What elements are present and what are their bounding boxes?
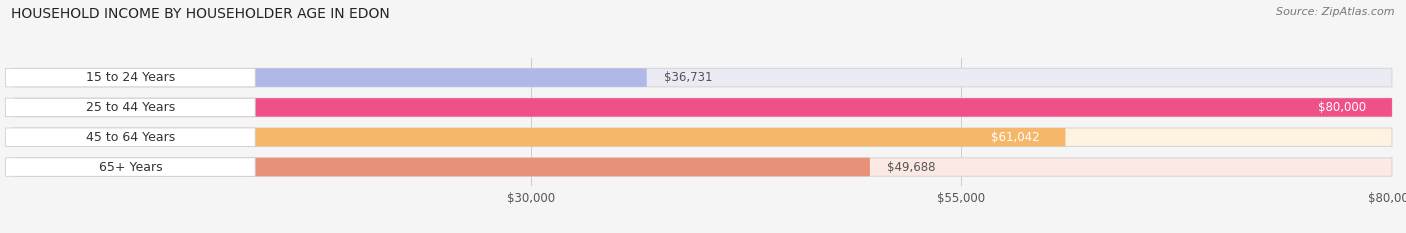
FancyBboxPatch shape (14, 128, 1392, 147)
Text: HOUSEHOLD INCOME BY HOUSEHOLDER AGE IN EDON: HOUSEHOLD INCOME BY HOUSEHOLDER AGE IN E… (11, 7, 389, 21)
Text: $80,000: $80,000 (1317, 101, 1367, 114)
Text: $36,731: $36,731 (664, 71, 713, 84)
FancyBboxPatch shape (6, 128, 256, 147)
Text: 15 to 24 Years: 15 to 24 Years (86, 71, 174, 84)
FancyBboxPatch shape (14, 68, 1392, 87)
Text: 45 to 64 Years: 45 to 64 Years (86, 131, 174, 144)
Text: Source: ZipAtlas.com: Source: ZipAtlas.com (1277, 7, 1395, 17)
Text: 25 to 44 Years: 25 to 44 Years (86, 101, 174, 114)
FancyBboxPatch shape (6, 158, 256, 176)
FancyBboxPatch shape (14, 98, 1392, 117)
FancyBboxPatch shape (6, 68, 256, 87)
FancyBboxPatch shape (6, 98, 256, 117)
FancyBboxPatch shape (14, 98, 1392, 117)
Text: $61,042: $61,042 (991, 131, 1039, 144)
FancyBboxPatch shape (14, 68, 647, 87)
FancyBboxPatch shape (14, 128, 1066, 147)
Text: $49,688: $49,688 (887, 161, 935, 174)
FancyBboxPatch shape (14, 158, 1392, 176)
Text: 65+ Years: 65+ Years (98, 161, 162, 174)
FancyBboxPatch shape (14, 158, 870, 176)
